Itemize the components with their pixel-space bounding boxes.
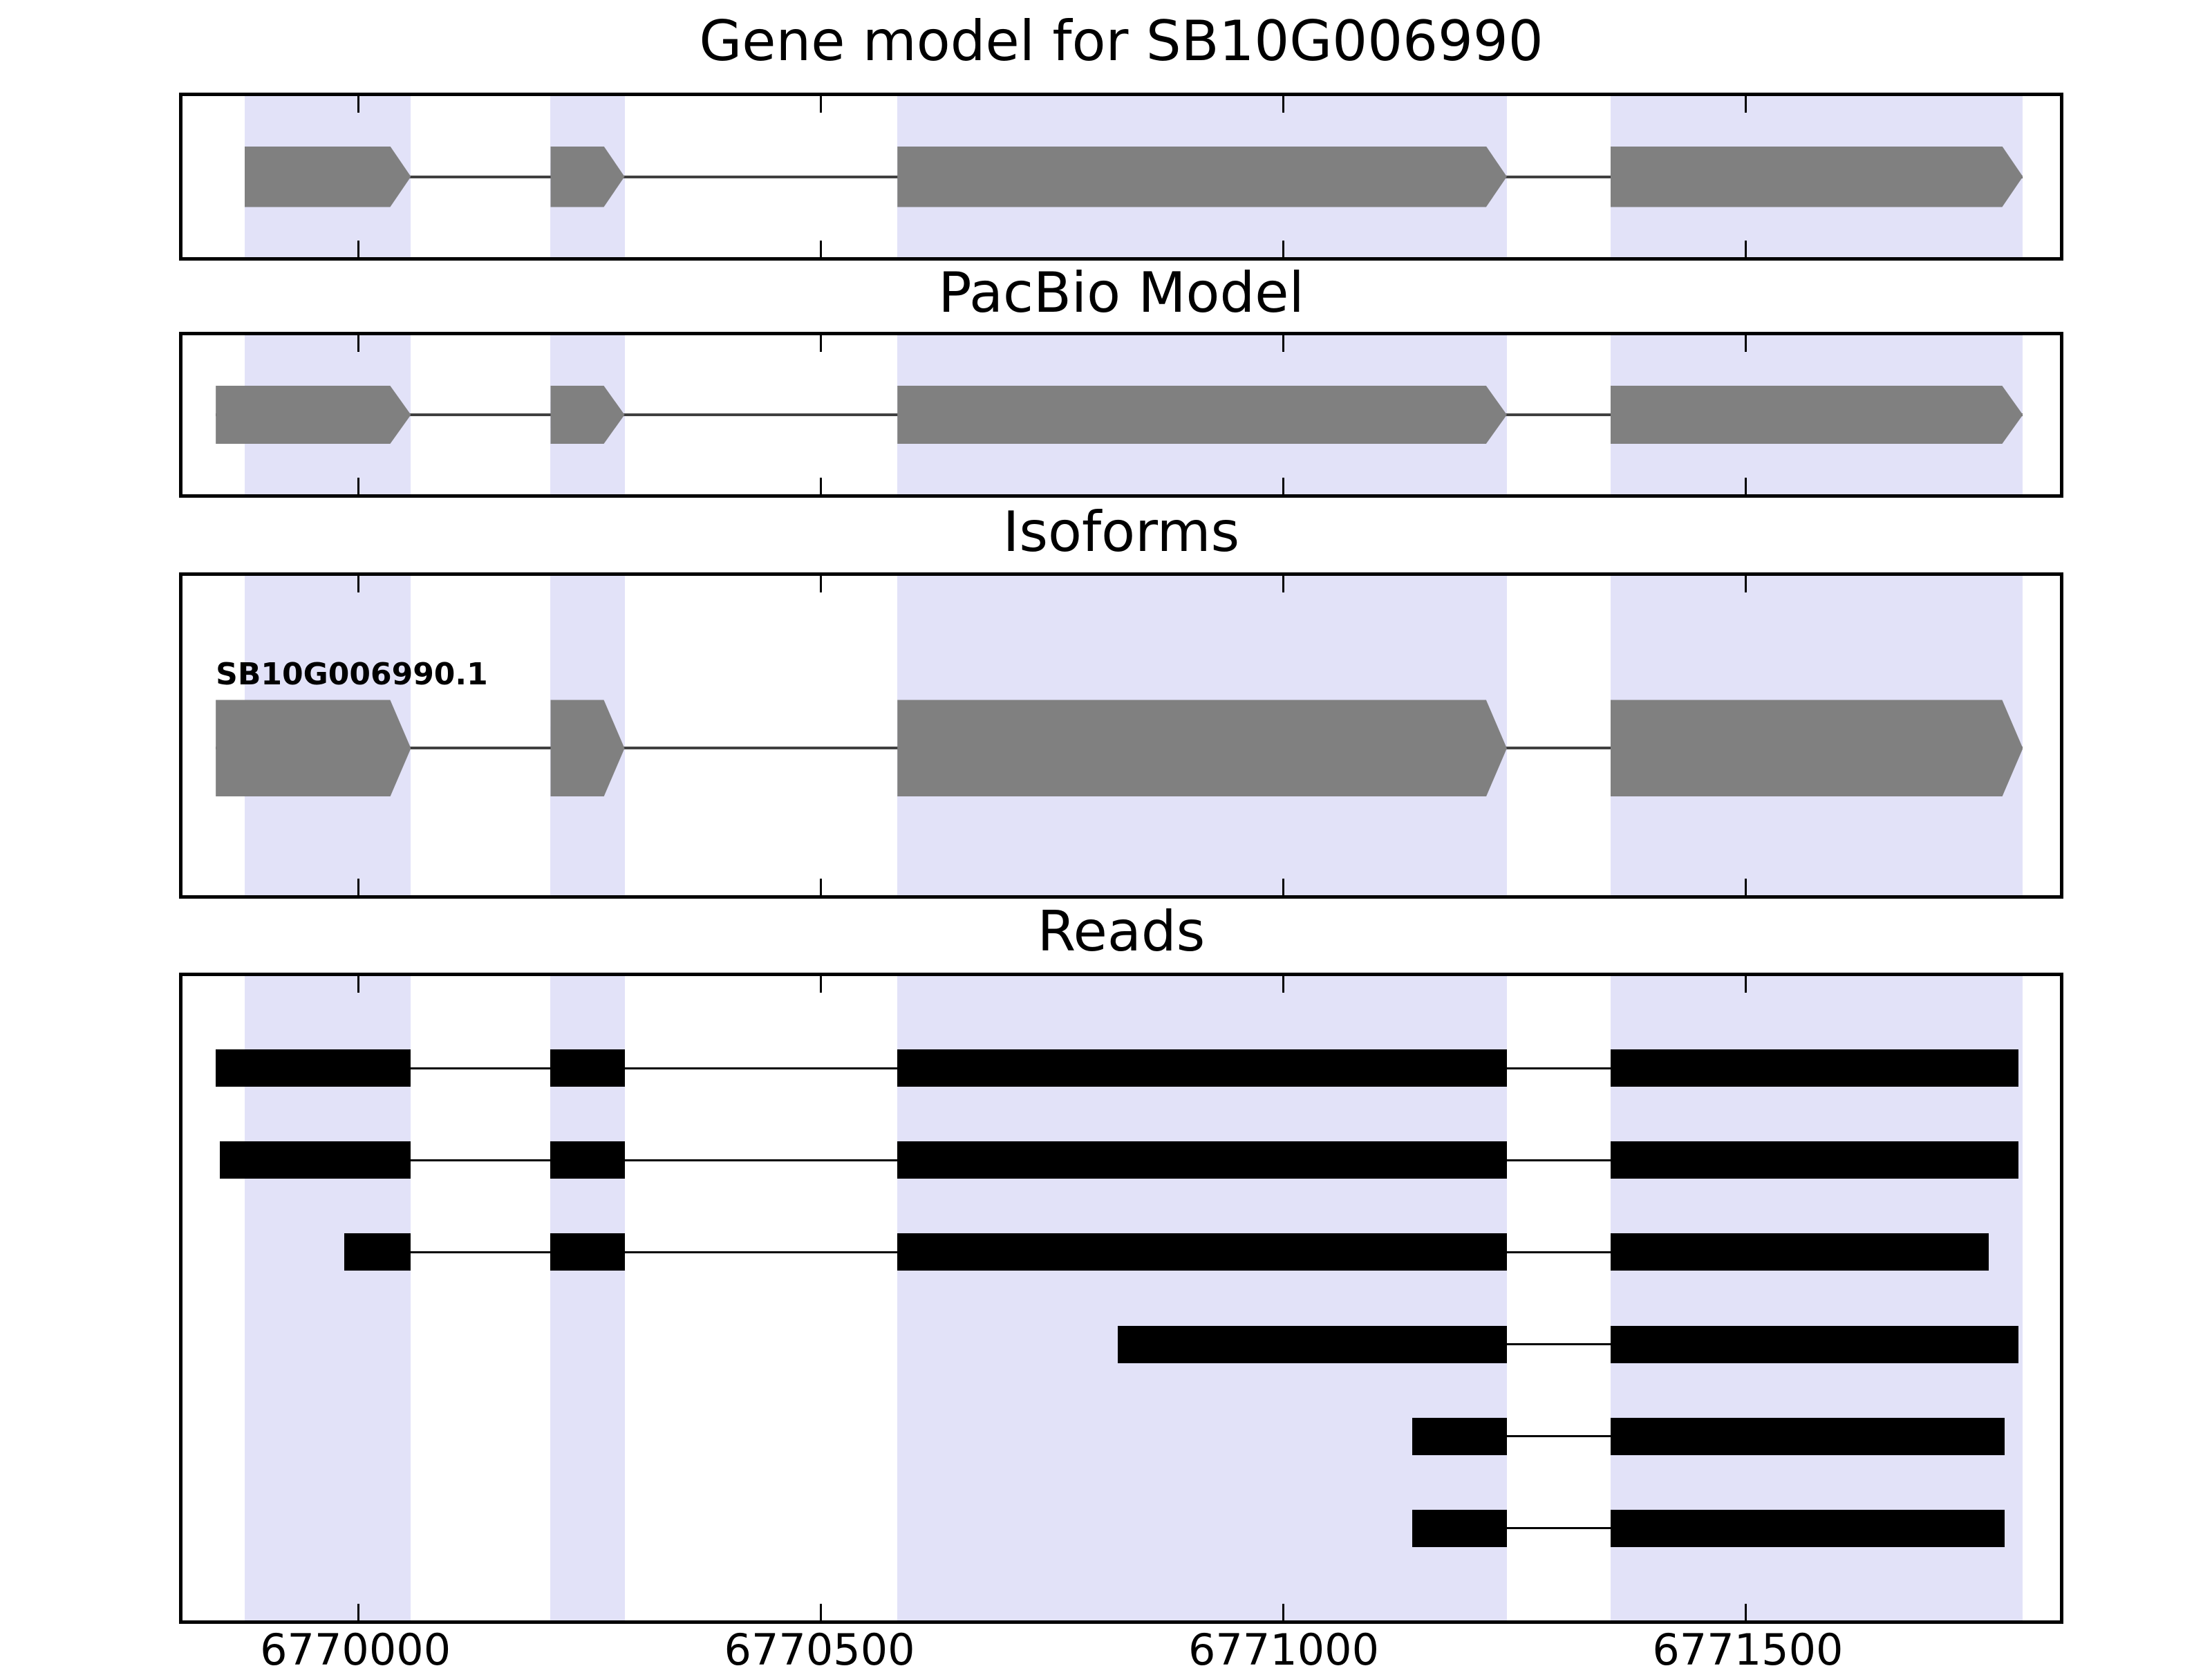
axis-tick [357, 478, 359, 494]
read-segment [1412, 1509, 1507, 1547]
panel-title-reads: Reads [1037, 899, 1206, 964]
axis-tick [1282, 879, 1284, 895]
read-segment [1610, 1049, 2018, 1087]
axis-tick [1744, 96, 1747, 113]
panel-isoforms: SB10G006990.1 [179, 572, 2063, 899]
axis-tick [819, 976, 822, 993]
read-gap-line [1117, 1343, 2018, 1346]
axis-tick [1744, 1604, 1747, 1620]
isoform-label: SB10G006990.1 [216, 657, 488, 693]
axis-tick [819, 241, 822, 257]
read-segment [550, 1049, 625, 1087]
axis-tick [1744, 576, 1747, 592]
axis-tick [357, 976, 359, 993]
axis-tick [1282, 478, 1284, 494]
panel-title-isoforms: Isoforms [1002, 500, 1240, 564]
read-segment [897, 1233, 1507, 1271]
exon [897, 700, 1507, 796]
read-segment [219, 1141, 411, 1179]
axis-tick [357, 96, 359, 113]
x-tick-label: 6771500 [1652, 1625, 1844, 1675]
axis-tick [357, 576, 359, 592]
exon [897, 386, 1507, 444]
panel-title-gene-model: Gene model for SB10G006990 [699, 9, 1544, 73]
axis-tick [1282, 576, 1284, 592]
panel-pacbio-model [179, 332, 2063, 498]
axis-tick [357, 335, 359, 352]
axis-tick [819, 1604, 822, 1620]
axis-tick [357, 879, 359, 895]
axis-tick [1744, 478, 1747, 494]
x-tick-label: 6770500 [724, 1625, 915, 1675]
axis-tick [1282, 96, 1284, 113]
exon [245, 147, 411, 207]
read-segment [344, 1233, 411, 1271]
exon [1611, 700, 2023, 796]
axis-tick [1744, 976, 1747, 993]
read-segment [550, 1233, 625, 1271]
read-segment [1610, 1325, 2018, 1363]
axis-tick [1744, 879, 1747, 895]
axis-tick [819, 576, 822, 592]
axis-tick [1744, 241, 1747, 257]
exon [216, 700, 411, 796]
axis-tick [819, 335, 822, 352]
axis-tick [1282, 1604, 1284, 1620]
read-segment [216, 1049, 411, 1087]
read-segment [1610, 1233, 1989, 1271]
read-segment [897, 1141, 1507, 1179]
panel-gene-model [179, 93, 2063, 261]
axis-tick [357, 1604, 359, 1620]
exon [1611, 147, 2023, 207]
read-segment [550, 1141, 625, 1179]
exon [216, 386, 411, 444]
x-axis: 6770000 6770500 6771000 6771500 [179, 1625, 2063, 1675]
x-tick-label: 6771000 [1188, 1625, 1380, 1675]
axis-tick [1282, 335, 1284, 352]
read-segment [1117, 1325, 1507, 1363]
panel-title-pacbio-model: PacBio Model [938, 261, 1304, 325]
axis-tick [819, 96, 822, 113]
axis-tick [357, 241, 359, 257]
axis-tick [1282, 241, 1284, 257]
axis-tick [1744, 335, 1747, 352]
panel-reads [179, 973, 2063, 1624]
read-segment [1412, 1417, 1507, 1455]
axis-tick [819, 879, 822, 895]
read-segment [1610, 1141, 2018, 1179]
exon [897, 147, 1507, 207]
exon [1611, 386, 2023, 444]
axis-tick [1282, 976, 1284, 993]
read-segment [1610, 1509, 2005, 1547]
x-tick-label: 6770000 [260, 1625, 451, 1675]
read-segment [1610, 1417, 2005, 1455]
axis-tick [819, 478, 822, 494]
read-segment [897, 1049, 1507, 1087]
